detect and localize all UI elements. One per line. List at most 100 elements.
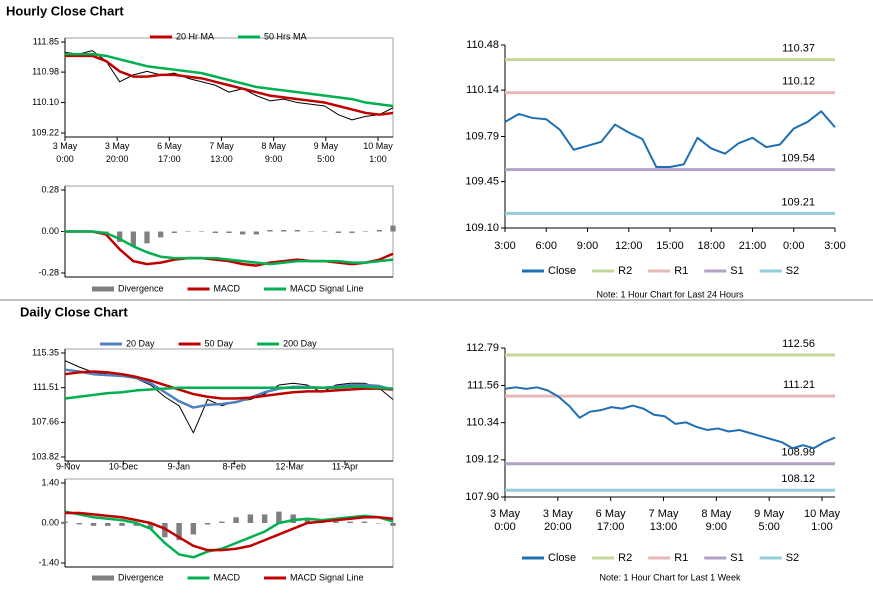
legend-label: S2 — [786, 552, 799, 564]
x-tick-line: 9:00 — [265, 154, 283, 164]
x-tick-label: 18:00 — [697, 240, 725, 252]
x-tick-line: 5:00 — [317, 154, 335, 164]
chart-note: Note: 1 Hour Chart for Last 1 Week — [600, 572, 741, 582]
y-tick-label: 0.28 — [41, 184, 59, 194]
legend-label: Divergence — [118, 283, 164, 293]
y-tick-label: 110.48 — [466, 39, 499, 51]
x-tick-label: 9 May 5:00 — [314, 141, 339, 164]
y-tick-label: 109.45 — [465, 175, 499, 187]
y-tick-label: 0.00 — [41, 226, 59, 236]
legend-label: S1 — [730, 552, 743, 564]
legend-label: R1 — [674, 552, 688, 564]
legend-label: MACD Signal Line — [290, 283, 364, 293]
series-line — [65, 54, 394, 116]
x-tick-label: 8 May 9:00 — [261, 141, 286, 164]
level-label: 109.21 — [781, 196, 815, 208]
divergence-bar — [267, 230, 273, 232]
divergence-bar — [361, 521, 368, 523]
level-label: 109.54 — [781, 153, 815, 165]
x-tick-line: 0:00 — [494, 521, 515, 533]
divergence-bar — [62, 521, 68, 523]
y-tick-label: 110.14 — [466, 84, 499, 96]
price-line — [64, 360, 394, 434]
divergence-bar — [130, 231, 136, 247]
x-tick-line: 7 May — [209, 141, 234, 151]
legend-label: R1 — [674, 265, 688, 277]
plot-frame — [64, 37, 394, 138]
x-tick-line: 13:00 — [210, 154, 233, 164]
x-tick-label: 3:00 — [494, 240, 515, 252]
x-tick-line: 0:00 — [56, 154, 74, 164]
y-tick-label: 1.40 — [41, 477, 59, 487]
divergence-bar — [333, 521, 339, 523]
x-tick-line: 3 May — [53, 141, 78, 151]
level-label: 108.99 — [781, 447, 815, 459]
section-title: Hourly Close Chart — [6, 3, 124, 18]
x-tick-line: 6 May — [157, 141, 182, 151]
divergence-bar — [247, 514, 254, 523]
legend-label: R2 — [618, 552, 632, 564]
divergence-bar — [290, 514, 296, 523]
series-line — [504, 110, 836, 168]
x-tick-label: 3:00 — [824, 240, 845, 252]
series-line — [65, 511, 394, 552]
divergence-bar — [233, 517, 239, 523]
y-tick-label: 110.34 — [466, 417, 499, 429]
x-tick-label: 9 May 5:00 — [754, 508, 784, 533]
divergence-bar — [119, 523, 125, 526]
series-line — [64, 370, 394, 400]
y-tick-label: 111.56 — [467, 379, 499, 391]
divergence-bar — [147, 523, 154, 529]
x-tick-label: 3 May 20:00 — [543, 508, 573, 533]
divergence-bar — [76, 523, 82, 525]
legend-label: S1 — [730, 265, 743, 277]
divergence-bar — [349, 231, 355, 233]
y-tick-label: 109.79 — [465, 130, 499, 142]
x-tick-line: 17:00 — [158, 154, 181, 164]
y-tick-label: 110.10 — [32, 97, 59, 107]
x-tick-label: 15:00 — [656, 240, 684, 252]
divergence-bar — [335, 231, 341, 233]
legend-label: S2 — [786, 265, 799, 277]
x-tick-label: 10-Dec — [109, 461, 139, 471]
x-tick-line: 10 May — [804, 508, 841, 520]
x-tick-label: 9-Jan — [168, 461, 191, 471]
legend-label: 50 Hrs MA — [264, 31, 307, 41]
level-label: 110.37 — [782, 42, 815, 54]
legend-label: MACD — [214, 572, 241, 582]
plot-frame — [64, 478, 394, 568]
x-tick-line: 5:00 — [758, 521, 779, 533]
divergence-bar — [117, 231, 123, 242]
divergence-bar — [347, 521, 353, 523]
divergence-bar — [158, 231, 164, 238]
x-tick-label: 8-Feb — [222, 461, 246, 471]
divergence-bar — [253, 231, 259, 235]
x-tick-label: 6 May 17:00 — [157, 141, 182, 164]
divergence-bar — [176, 523, 182, 541]
divergence-bar — [276, 511, 282, 523]
divergence-bar — [185, 231, 191, 232]
divergence-bar — [199, 231, 205, 232]
x-tick-line: 3 May — [543, 508, 573, 520]
level-label: 112.56 — [782, 338, 815, 350]
y-tick-label: 103.82 — [31, 451, 59, 461]
divergence-bar — [171, 231, 177, 233]
y-tick-label: 107.90 — [465, 491, 499, 503]
divergence-bar — [144, 231, 150, 244]
divergence-bar — [90, 523, 97, 526]
divergence-bar — [226, 231, 232, 233]
x-tick-line: 13:00 — [650, 521, 678, 533]
x-tick-line: 1:00 — [811, 521, 832, 533]
divergence-bar — [376, 230, 382, 232]
x-tick-label: 7 May 13:00 — [209, 141, 234, 164]
x-tick-line: 1:00 — [369, 154, 387, 164]
x-tick-label: 10 May 1:00 — [363, 141, 393, 164]
divergence-bar — [105, 523, 111, 526]
x-tick-line: 6 May — [596, 508, 626, 520]
series-line — [65, 230, 394, 267]
y-tick-label: 109.12 — [465, 454, 499, 466]
x-tick-label: 12-Mar — [275, 461, 304, 471]
legend-label: 50 Day — [205, 338, 234, 348]
series-line — [64, 385, 394, 400]
